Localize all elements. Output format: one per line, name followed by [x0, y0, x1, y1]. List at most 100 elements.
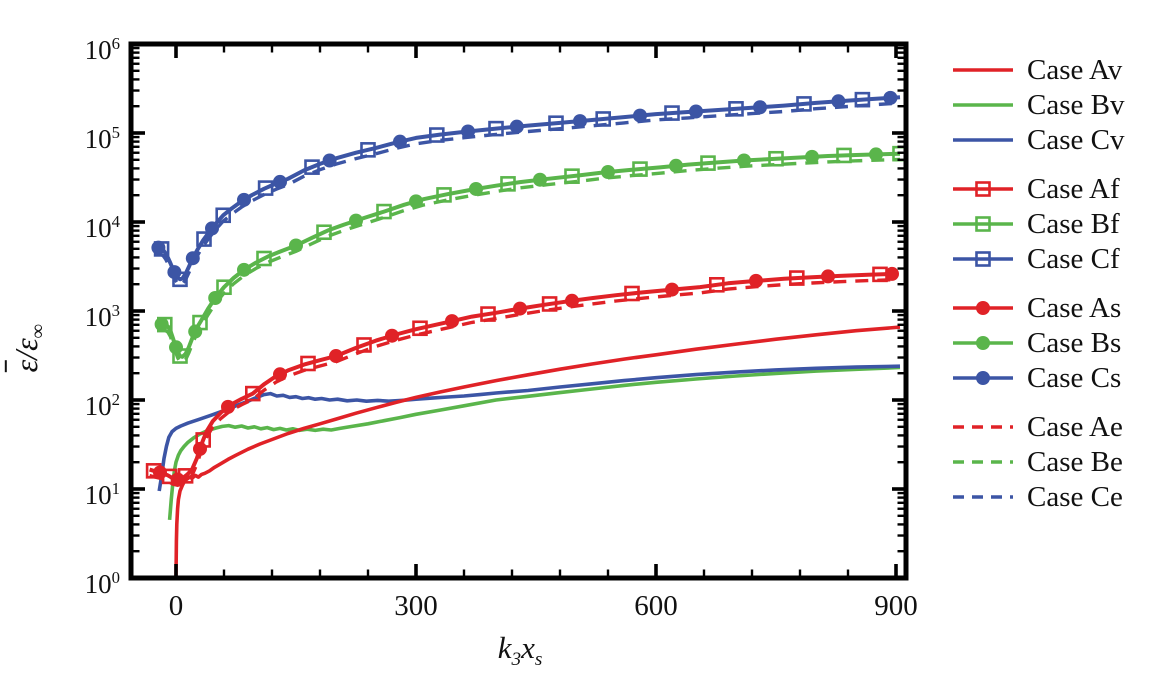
marker-circle-bs — [289, 238, 303, 253]
legend-open-square-marker — [975, 181, 991, 197]
marker-square-cf — [215, 207, 231, 224]
marker-circle-bs — [469, 181, 483, 196]
marker-circle-as — [565, 293, 579, 308]
legend-item-case-af: Case Af — [952, 173, 1120, 205]
marker-circle-bs — [737, 153, 751, 168]
legend-item-case-cf: Case Cf — [952, 243, 1120, 275]
marker-square-cf — [257, 180, 274, 196]
y-tick-label-10e1: 101 — [84, 479, 120, 510]
axes — [128, 41, 909, 581]
legend-filled-circle-marker — [976, 301, 990, 315]
marker-square-bf — [256, 250, 272, 267]
legend-item-case-be: Case Be — [952, 445, 1123, 478]
marker-square-bf — [632, 161, 648, 177]
legend-label-case-ce: Case Ce — [1027, 480, 1123, 513]
marker-circle-as — [885, 266, 899, 281]
marker-circle-cs — [633, 108, 647, 123]
legend-item-case-ce: Case Ce — [952, 480, 1123, 513]
marker-circle-cs — [831, 94, 846, 109]
legend-swatch-bf — [953, 216, 1013, 232]
marker-circle-as — [445, 314, 459, 329]
y-tick-label-10e0: 100 — [84, 568, 120, 599]
marker-circle-as — [385, 328, 399, 343]
curve-case-be — [162, 157, 901, 365]
x-tick-label-300: 300 — [394, 590, 438, 622]
legend-swatch-bs — [953, 336, 1013, 350]
legend-swatch-be — [953, 460, 1013, 464]
marker-square-cf — [548, 115, 564, 132]
legend-swatch-cf — [953, 251, 1013, 267]
legend-item-case-bv: Case Bv — [952, 88, 1125, 121]
marker-circle-as — [170, 472, 185, 487]
marker-circle-cs — [689, 104, 703, 119]
y-tick-label-10e6: 106 — [84, 34, 120, 65]
legend-swatch-af — [953, 181, 1013, 197]
plot-area — [145, 90, 906, 578]
marker-square-cf — [196, 231, 212, 247]
marker-square-af — [788, 270, 805, 286]
curve-case-af — [149, 271, 897, 482]
marker-square-af — [300, 355, 316, 372]
y-tick-label-10e2: 102 — [84, 390, 120, 421]
legend-item-case-cv: Case Cv — [952, 123, 1125, 156]
marker-square-bf — [836, 147, 852, 164]
marker-circle-cs — [205, 221, 219, 236]
legend-item-case-ae: Case Ae — [952, 411, 1123, 443]
marker-circle-bs — [409, 194, 423, 209]
legend-open-square-marker — [975, 251, 991, 267]
marker-square-af — [412, 320, 428, 337]
marker-square-cf — [664, 105, 680, 121]
legend-label-case-av: Case Av — [1027, 53, 1123, 86]
marker-circle-bs — [533, 172, 547, 187]
marker-square-cf — [428, 127, 445, 143]
x-label-sub3: 3 — [511, 649, 522, 671]
y-tick-label-10e5: 105 — [84, 123, 120, 154]
marker-square-af — [541, 296, 558, 312]
marker-circle-bs — [154, 317, 169, 332]
curve-case-cv — [157, 364, 901, 492]
legend-swatch-av — [953, 68, 1013, 72]
legend-swatch-bv — [953, 103, 1013, 107]
marker-circle-cs — [322, 153, 337, 168]
y-label-slash: / — [7, 350, 44, 360]
x-label-x: x — [521, 630, 535, 665]
legend-item-case-cs: Case Cs — [952, 362, 1121, 394]
legend-item-case-bs: Case Bs — [952, 327, 1121, 359]
legend-filled-circle-marker — [976, 336, 990, 350]
marker-circle-as — [153, 465, 167, 480]
marker-square-cf — [854, 91, 871, 108]
marker-circle-bs — [237, 262, 251, 277]
legend-swatch-as — [953, 301, 1013, 315]
marker-circle-cs — [185, 251, 200, 266]
marker-square-bf — [216, 279, 232, 296]
legend-label-case-bf: Case Bf — [1027, 207, 1120, 240]
series-case-ae — [149, 277, 897, 488]
marker-circle-as — [749, 273, 763, 288]
marker-square-af — [708, 276, 725, 293]
marker-circle-cs — [151, 240, 166, 255]
x-tick-label-900: 900 — [874, 590, 918, 622]
legend-label-case-be: Case Be — [1027, 445, 1123, 478]
y-label-numerator: ε — [4, 359, 44, 373]
legend-label-case-bv: Case Bv — [1027, 88, 1125, 121]
marker-circle-bs — [188, 324, 203, 339]
marker-circle-as — [329, 349, 343, 364]
x-label-subs: s — [534, 649, 543, 671]
marker-square-cf — [304, 159, 320, 175]
marker-square-cf — [488, 120, 504, 137]
y-axis-label: ε/ε∞ — [4, 262, 50, 434]
marker-circle-cs — [509, 119, 524, 134]
curve-case-ae — [149, 277, 897, 488]
legend-swatch-cs — [953, 371, 1013, 385]
legend-swatch-ce — [953, 495, 1013, 499]
marker-square-cf — [595, 111, 612, 127]
marker-circle-bs — [869, 147, 883, 162]
marker-circle-cs — [393, 134, 407, 149]
x-tick-label-600: 600 — [634, 590, 678, 622]
legend-label-case-cv: Case Cv — [1027, 123, 1125, 156]
marker-square-af — [624, 285, 640, 302]
marker-square-cf — [728, 101, 744, 117]
marker-circle-bs — [349, 213, 363, 228]
